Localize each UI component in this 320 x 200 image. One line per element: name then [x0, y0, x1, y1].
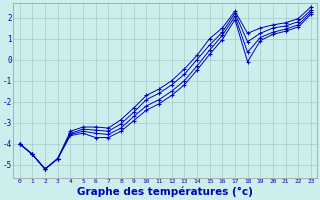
X-axis label: Graphe des températures (°c): Graphe des températures (°c) [77, 187, 253, 197]
